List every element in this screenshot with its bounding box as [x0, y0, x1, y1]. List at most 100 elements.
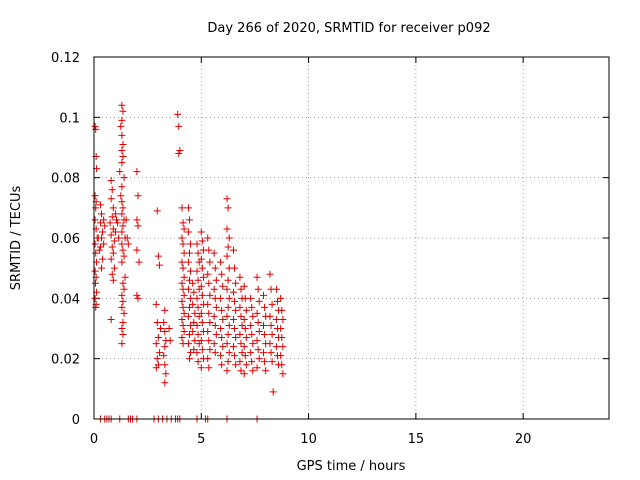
data-point [253, 273, 261, 281]
data-point [223, 225, 231, 233]
data-point [217, 258, 225, 266]
data-point [193, 267, 201, 275]
data-point [278, 306, 286, 314]
data-point [96, 219, 104, 227]
data-point [119, 279, 127, 287]
data-point [118, 340, 126, 348]
data-point [224, 358, 232, 366]
data-point [155, 261, 163, 269]
chart-title: Day 266 of 2020, SRMTID for receiver p09… [207, 21, 490, 36]
data-point [187, 294, 195, 302]
data-point [193, 321, 201, 329]
data-point [100, 240, 108, 248]
data-point [206, 258, 214, 266]
data-point [178, 279, 186, 287]
data-point [255, 328, 263, 336]
data-point [180, 273, 188, 281]
data-point [248, 331, 256, 339]
data-point [205, 337, 213, 345]
data-point [273, 297, 281, 305]
data-point [185, 355, 193, 363]
data-point [91, 240, 99, 248]
data-point [193, 349, 201, 357]
data-point [157, 325, 165, 332]
grid-layer [94, 57, 609, 419]
data-point [267, 349, 275, 357]
data-point [237, 367, 245, 375]
data-point [185, 216, 193, 224]
data-point [178, 204, 186, 212]
data-point [206, 318, 214, 326]
data-point [118, 240, 126, 248]
data-point [118, 291, 126, 299]
data-point [91, 122, 99, 130]
data-point [185, 249, 193, 257]
data-point [198, 237, 206, 245]
data-point [161, 379, 169, 387]
data-point [184, 228, 192, 236]
data-point [118, 325, 126, 332]
data-point [100, 216, 108, 224]
data-point [211, 321, 219, 329]
data-point [260, 321, 268, 329]
data-point [166, 337, 174, 345]
data-point [241, 352, 249, 360]
plot-frame [93, 56, 610, 420]
data-point [180, 328, 188, 336]
data-point [91, 216, 99, 224]
data-point [223, 340, 231, 348]
data-point [249, 367, 257, 375]
data-point [184, 285, 192, 293]
data-point [236, 331, 244, 339]
data-point [118, 116, 126, 124]
data-point [229, 315, 237, 323]
data-point [219, 343, 227, 351]
data-point [249, 312, 257, 320]
data-point [118, 101, 126, 109]
data-point [109, 249, 117, 257]
data-point [262, 367, 270, 375]
data-point [118, 198, 126, 206]
data-point [238, 321, 246, 329]
data-point [187, 240, 195, 248]
data-point [241, 325, 249, 332]
data-point [178, 297, 186, 305]
data-point [133, 168, 141, 176]
data-point [154, 252, 162, 260]
data-point [110, 264, 118, 272]
data-point [178, 234, 186, 242]
data-point [119, 222, 127, 230]
data-point [98, 264, 106, 272]
data-point [185, 276, 193, 284]
data-point [118, 183, 126, 191]
data-point [92, 303, 100, 311]
data-point [261, 331, 269, 339]
data-point [118, 147, 126, 155]
data-point [161, 328, 169, 336]
data-point [211, 264, 219, 272]
data-point [242, 334, 250, 342]
data-point [206, 346, 214, 354]
data-point [249, 340, 257, 348]
data-point [261, 303, 269, 311]
data-point [229, 246, 237, 254]
data-point [175, 150, 183, 158]
y-tick-label: 0.1 [59, 111, 80, 126]
data-point [117, 192, 125, 200]
data-point [194, 276, 202, 284]
data-point [191, 309, 199, 317]
data-point [217, 294, 225, 302]
data-point [118, 131, 126, 139]
data-point [253, 309, 261, 317]
data-point [152, 300, 160, 308]
data-point [187, 321, 195, 329]
data-point [118, 210, 126, 218]
data-point [109, 204, 117, 212]
data-point [204, 300, 212, 308]
data-point [236, 358, 244, 366]
data-point [108, 270, 116, 278]
data-point [101, 222, 109, 230]
data-point [153, 355, 161, 363]
data-point [119, 107, 127, 115]
